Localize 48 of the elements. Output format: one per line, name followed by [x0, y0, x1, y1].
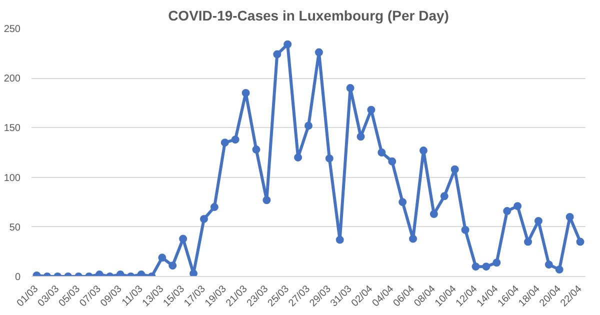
point: [273, 50, 282, 58]
y-tick-label: 0: [14, 272, 21, 283]
point: [514, 202, 522, 210]
point: [304, 122, 312, 130]
point: [336, 236, 344, 244]
point: [472, 262, 480, 271]
point: [220, 138, 229, 147]
point: [314, 48, 323, 56]
y-tick-label: 250: [4, 24, 21, 35]
point: [482, 262, 490, 271]
point: [576, 238, 584, 246]
point: [231, 136, 240, 144]
point: [252, 146, 260, 154]
point: [398, 198, 407, 206]
point: [388, 157, 396, 166]
point: [262, 196, 271, 204]
point: [294, 153, 302, 162]
point: [168, 262, 177, 270]
point: [503, 207, 512, 216]
y-tick-label: 100: [4, 172, 21, 184]
point: [190, 270, 198, 276]
point: [325, 154, 334, 162]
point: [378, 148, 386, 156]
point: [284, 40, 292, 48]
y-tick-label: 150: [4, 123, 21, 134]
point: [356, 132, 365, 141]
point: [179, 234, 188, 243]
y-tick-label: 50: [9, 222, 21, 234]
point: [430, 210, 438, 218]
point: [450, 165, 459, 174]
point: [200, 214, 208, 223]
point: [367, 106, 376, 114]
point: [566, 212, 574, 221]
point: [440, 192, 448, 200]
point: [492, 258, 501, 267]
point: [158, 254, 166, 262]
chart-title: COVID-19-Cases in Luxembourg (Per Day): [168, 8, 449, 24]
point: [555, 266, 564, 274]
y-tick-label: 200: [4, 74, 21, 85]
point: [346, 84, 354, 92]
point: [409, 234, 418, 243]
point: [242, 88, 250, 97]
point: [534, 216, 542, 225]
point: [419, 146, 428, 155]
point: [210, 203, 218, 212]
point: [461, 226, 470, 234]
point: [524, 238, 532, 246]
point: [544, 260, 553, 269]
